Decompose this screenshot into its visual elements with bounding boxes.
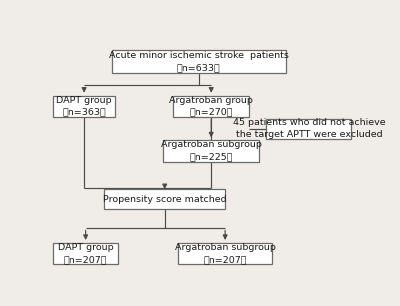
FancyBboxPatch shape [104,189,225,209]
FancyBboxPatch shape [53,95,115,117]
Text: DAPT group
（n=207）: DAPT group （n=207） [58,243,114,264]
Text: Acute minor ischemic stroke  patients
（n=633）: Acute minor ischemic stroke patients （n=… [109,51,289,72]
Text: 45 patients who did not achieve
the target APTT were excluded: 45 patients who did not achieve the targ… [232,118,385,139]
FancyBboxPatch shape [178,243,272,264]
Text: Argatroban group
（n=270）: Argatroban group （n=270） [169,96,253,117]
FancyBboxPatch shape [163,140,259,162]
FancyBboxPatch shape [112,50,286,73]
Text: Argatroban subgroup
（n=207）: Argatroban subgroup （n=207） [175,243,276,264]
Text: Propensity score matched: Propensity score matched [103,195,226,204]
FancyBboxPatch shape [173,95,249,117]
Text: DAPT group
（n=363）: DAPT group （n=363） [56,96,112,117]
FancyBboxPatch shape [266,119,352,139]
FancyBboxPatch shape [53,243,118,264]
Text: Argatroban subgroup
（n=225）: Argatroban subgroup （n=225） [161,140,262,162]
